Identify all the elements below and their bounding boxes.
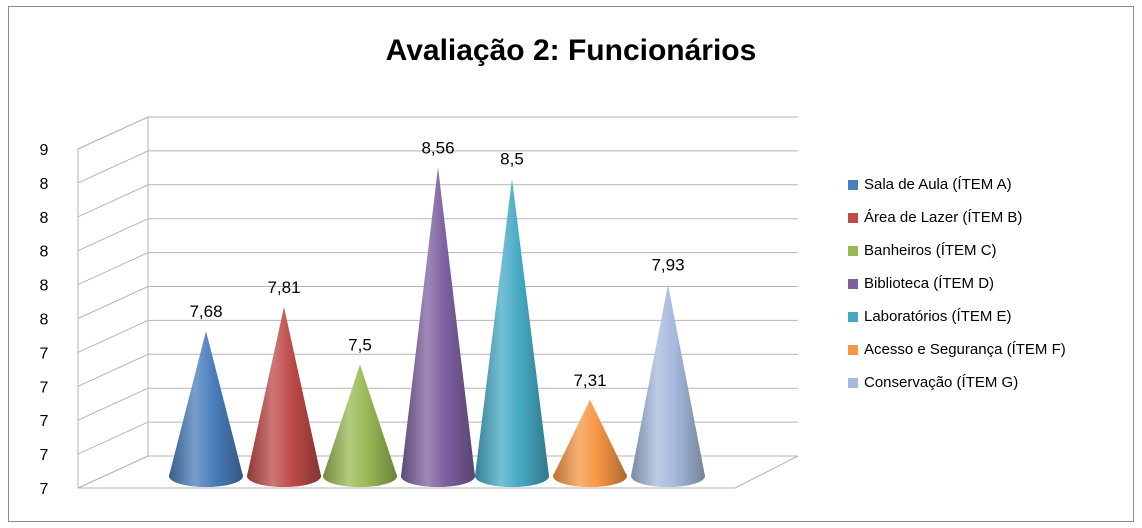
cone-bar: [553, 399, 627, 487]
gridline: [77, 387, 798, 421]
y-tick-label: 7: [40, 413, 49, 430]
legend-label: Banheiros (ÍTEM C): [864, 242, 997, 259]
cone-bar: [323, 364, 397, 487]
y-tick-label: 7: [40, 345, 49, 362]
legend-label: Conservação (ÍTEM G): [864, 374, 1019, 391]
data-label: 7,93: [651, 256, 684, 275]
data-label: 7,81: [267, 278, 300, 297]
chart-title: Avaliação 2: Funcionários: [385, 34, 757, 67]
gridline: [77, 319, 798, 353]
legend-item: Conservação (ÍTEM G): [848, 366, 1066, 399]
gridline: [77, 353, 798, 387]
gridline: [77, 184, 798, 218]
gridline: [77, 252, 798, 286]
data-labels: 7,68 7,81 7,5 8,56 8,5 7,31 7,93: [189, 138, 684, 389]
data-label: 7,5: [348, 335, 372, 354]
legend-swatch: [848, 245, 858, 256]
legend-item: Banheiros (ÍTEM C): [848, 234, 1066, 267]
y-tick-label: 7: [40, 379, 49, 396]
y-tick-label: 8: [40, 176, 49, 193]
data-label: 7,68: [189, 302, 222, 321]
gridline: [77, 218, 798, 252]
y-tick-label: 7: [40, 447, 49, 464]
legend-label: Sala de Aula (ÍTEM A): [864, 176, 1012, 193]
legend-swatch: [848, 179, 858, 190]
legend-item: Biblioteca (ÍTEM D): [848, 267, 1066, 300]
gridline: [77, 286, 798, 319]
y-tick-label: 8: [40, 312, 49, 329]
y-tick-label: 7: [40, 481, 49, 498]
legend-item: Laboratórios (ÍTEM E): [848, 300, 1066, 333]
cone-bar: [247, 306, 321, 487]
y-tick-label: 9: [40, 142, 49, 159]
data-label: 7,31: [573, 371, 606, 390]
gridline: [77, 150, 798, 184]
y-tick-label: 8: [40, 278, 49, 295]
y-tick-label: 8: [40, 244, 49, 261]
legend-label: Acesso e Segurança (ÍTEM F): [864, 341, 1066, 358]
y-tick-label: 8: [40, 210, 49, 227]
legend-swatch: [848, 377, 858, 388]
legend-label: Laboratórios (ÍTEM E): [864, 308, 1012, 325]
data-label: 8,56: [421, 138, 454, 157]
legend: Sala de Aula (ÍTEM A) Área de Lazer (ÍTEM…: [848, 168, 1066, 399]
y-axis-ticks: 7 7 7 7 7 8 8 8 8 8 9: [40, 142, 49, 498]
cone-series: [169, 167, 705, 487]
cone-bar: [631, 284, 705, 487]
legend-swatch: [848, 311, 858, 322]
legend-label: Biblioteca (ÍTEM D): [864, 275, 995, 292]
legend-swatch: [848, 212, 858, 223]
legend-swatch: [848, 344, 858, 355]
cone-bar: [401, 167, 475, 487]
legend-item: Área de Lazer (ÍTEM B): [848, 201, 1066, 234]
cone-bar: [169, 331, 243, 487]
legend-item: Acesso e Segurança (ÍTEM F): [848, 333, 1066, 366]
legend-swatch: [848, 278, 858, 289]
data-label: 8,5: [500, 150, 524, 169]
legend-item: Sala de Aula (ÍTEM A): [848, 168, 1066, 201]
legend-label: Área de Lazer (ÍTEM B): [864, 209, 1023, 226]
cone-bar: [475, 178, 549, 487]
gridline: [77, 116, 798, 150]
